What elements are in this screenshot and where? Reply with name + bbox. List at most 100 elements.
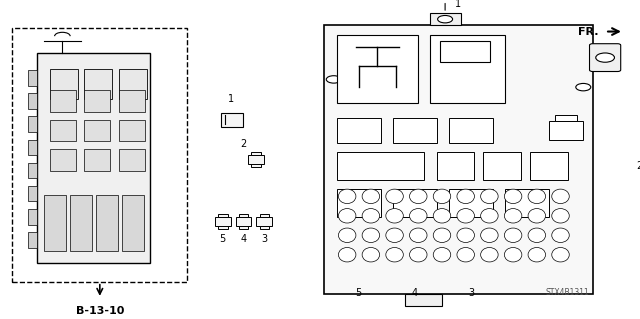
Text: B-13-10: B-13-10 (76, 307, 124, 316)
FancyBboxPatch shape (28, 116, 37, 132)
Ellipse shape (386, 228, 403, 242)
FancyBboxPatch shape (483, 152, 521, 180)
Text: 3: 3 (261, 234, 267, 244)
Text: 2: 2 (240, 139, 246, 149)
Text: 2: 2 (636, 161, 640, 171)
Ellipse shape (410, 228, 427, 242)
Circle shape (596, 53, 614, 62)
Ellipse shape (528, 248, 545, 262)
FancyBboxPatch shape (218, 214, 228, 217)
FancyBboxPatch shape (28, 70, 37, 85)
FancyBboxPatch shape (12, 28, 187, 282)
FancyBboxPatch shape (257, 217, 272, 226)
FancyBboxPatch shape (50, 69, 78, 100)
Ellipse shape (410, 248, 427, 262)
FancyBboxPatch shape (50, 149, 76, 171)
FancyBboxPatch shape (405, 294, 442, 307)
FancyBboxPatch shape (506, 189, 549, 217)
Ellipse shape (552, 189, 569, 204)
FancyBboxPatch shape (28, 209, 37, 225)
FancyBboxPatch shape (259, 214, 269, 217)
FancyBboxPatch shape (96, 195, 118, 251)
FancyBboxPatch shape (84, 149, 111, 171)
FancyBboxPatch shape (393, 189, 436, 217)
Ellipse shape (552, 228, 569, 242)
Ellipse shape (433, 209, 451, 223)
Ellipse shape (362, 209, 380, 223)
Ellipse shape (528, 228, 545, 242)
Ellipse shape (504, 189, 522, 204)
Text: STX4B1311: STX4B1311 (546, 288, 589, 297)
FancyBboxPatch shape (324, 25, 593, 294)
FancyBboxPatch shape (431, 35, 506, 103)
Text: 3: 3 (468, 288, 474, 298)
FancyBboxPatch shape (556, 115, 577, 121)
Text: 4: 4 (412, 288, 418, 298)
Ellipse shape (457, 189, 474, 204)
Ellipse shape (339, 209, 356, 223)
FancyBboxPatch shape (449, 118, 493, 143)
FancyBboxPatch shape (44, 195, 65, 251)
Ellipse shape (386, 209, 403, 223)
FancyBboxPatch shape (50, 120, 76, 141)
FancyBboxPatch shape (259, 226, 269, 229)
Text: FR.: FR. (579, 26, 599, 37)
FancyBboxPatch shape (37, 53, 150, 263)
FancyBboxPatch shape (70, 195, 92, 251)
Ellipse shape (552, 209, 569, 223)
FancyBboxPatch shape (28, 163, 37, 178)
FancyBboxPatch shape (50, 90, 76, 112)
FancyBboxPatch shape (118, 120, 145, 141)
FancyBboxPatch shape (28, 140, 37, 155)
FancyBboxPatch shape (337, 152, 424, 180)
FancyBboxPatch shape (429, 13, 461, 25)
FancyBboxPatch shape (337, 189, 381, 217)
FancyBboxPatch shape (84, 90, 111, 112)
Text: 1: 1 (454, 0, 461, 9)
Ellipse shape (410, 209, 427, 223)
FancyBboxPatch shape (122, 195, 144, 251)
Ellipse shape (410, 189, 427, 204)
Ellipse shape (504, 209, 522, 223)
Ellipse shape (481, 228, 498, 242)
Text: 1: 1 (228, 94, 234, 104)
FancyBboxPatch shape (449, 189, 493, 217)
Circle shape (576, 84, 591, 91)
Ellipse shape (481, 248, 498, 262)
Ellipse shape (386, 189, 403, 204)
Ellipse shape (528, 209, 545, 223)
FancyBboxPatch shape (549, 121, 583, 140)
Ellipse shape (362, 189, 380, 204)
FancyBboxPatch shape (440, 41, 490, 63)
Ellipse shape (457, 228, 474, 242)
FancyBboxPatch shape (239, 226, 248, 229)
Ellipse shape (528, 189, 545, 204)
Ellipse shape (433, 189, 451, 204)
FancyBboxPatch shape (252, 152, 260, 155)
Ellipse shape (481, 209, 498, 223)
FancyBboxPatch shape (436, 152, 474, 180)
Ellipse shape (481, 189, 498, 204)
Text: 5: 5 (220, 234, 226, 244)
Ellipse shape (457, 248, 474, 262)
Ellipse shape (504, 248, 522, 262)
Ellipse shape (457, 209, 474, 223)
FancyBboxPatch shape (239, 214, 248, 217)
FancyBboxPatch shape (252, 164, 260, 167)
Ellipse shape (339, 228, 356, 242)
FancyBboxPatch shape (248, 155, 264, 164)
Ellipse shape (433, 228, 451, 242)
FancyBboxPatch shape (215, 217, 231, 226)
FancyBboxPatch shape (531, 152, 568, 180)
FancyBboxPatch shape (118, 149, 145, 171)
Text: 4: 4 (240, 234, 246, 244)
FancyBboxPatch shape (393, 118, 436, 143)
Text: 5: 5 (356, 288, 362, 298)
FancyBboxPatch shape (28, 186, 37, 201)
FancyBboxPatch shape (84, 120, 111, 141)
Ellipse shape (552, 248, 569, 262)
Ellipse shape (504, 228, 522, 242)
Ellipse shape (433, 248, 451, 262)
Ellipse shape (362, 228, 380, 242)
FancyBboxPatch shape (337, 35, 418, 103)
